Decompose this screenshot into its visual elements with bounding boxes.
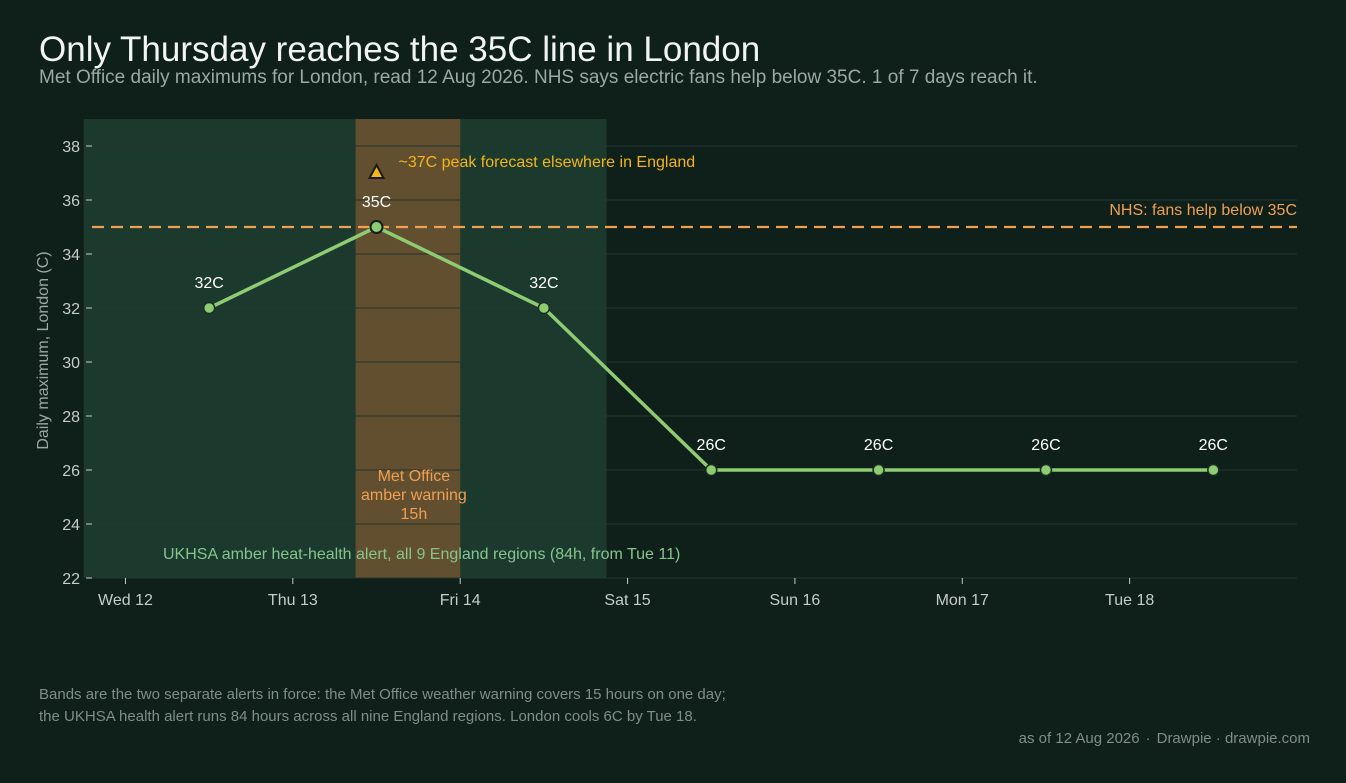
x-tick-label: Sun 16 — [770, 592, 821, 609]
y-tick-label: 22 — [62, 571, 80, 588]
y-tick-label: 32 — [62, 301, 80, 318]
data-point — [369, 220, 384, 234]
footer: as of 12 Aug 2026 · Drawpie · drawpie.com — [1019, 730, 1310, 747]
data-label: 26C — [1031, 437, 1060, 454]
met-office-warning-label: 15h — [401, 506, 428, 523]
data-label: 35C — [362, 194, 391, 211]
footer-separator: · — [1145, 730, 1151, 747]
y-tick-label: 24 — [62, 517, 80, 534]
ukhsa-alert-band — [83, 119, 607, 578]
x-tick-label: Mon 17 — [936, 592, 989, 609]
page-subtitle: Met Office daily maximums for London, re… — [39, 67, 1038, 88]
met-office-warning-label: Met Office — [378, 468, 451, 485]
data-label: 26C — [697, 437, 726, 454]
y-tick-label: 26 — [62, 463, 80, 480]
footnote-line-1: Bands are the two separate alerts in for… — [39, 686, 726, 703]
y-tick-label: 34 — [62, 247, 80, 264]
annotations: 32C 35C 32C 26C 26C 26C 26C ~37C peak forecast … — [163, 154, 1228, 563]
data-point — [1039, 463, 1053, 477]
peak-marker-icon — [367, 162, 386, 179]
ukhsa-alert-label: UKHSA amber heat-health alert, all 9 Eng… — [163, 546, 680, 563]
footer-asof: as of 12 Aug 2026 — [1018, 730, 1140, 747]
threshold-label: NHS: fans help below 35C — [1109, 202, 1297, 219]
axes: 22 24 26 28 30 32 34 36 38 Wed 12 Thu 13 Fri 14 Sat … — [35, 139, 1154, 609]
y-tick-label: 36 — [62, 193, 80, 210]
x-tick-label: Wed 12 — [98, 592, 153, 609]
data-point — [872, 463, 885, 477]
footnote-line-2: the UKHSA health alert runs 84 hours acr… — [39, 708, 697, 725]
x-tick-label: Thu 13 — [268, 592, 318, 609]
peak-marker-label: ~37C peak forecast elsewhere in England — [399, 154, 696, 171]
y-tick-label: 30 — [62, 355, 80, 372]
y-tick-label: 28 — [62, 409, 80, 426]
data-point — [704, 463, 718, 477]
data-point — [537, 301, 551, 315]
data-point — [202, 301, 216, 315]
x-tick-label: Tue 18 — [1105, 592, 1154, 609]
gridlines — [92, 145, 1297, 579]
page-title: Only Thursday reaches the 35C line in Lo… — [39, 30, 761, 69]
data-point — [1207, 463, 1220, 477]
footnote: Bands are the two separate alerts in for… — [39, 684, 726, 728]
data-label: 32C — [529, 275, 558, 292]
y-tick-label: 38 — [62, 139, 80, 156]
series — [202, 220, 1220, 477]
x-tick-label: Fri 14 — [440, 592, 481, 609]
data-label: 32C — [194, 275, 223, 292]
data-label: 26C — [864, 437, 893, 454]
y-axis-label: Daily maximum, London (C) — [35, 251, 52, 449]
threshold: NHS: fans help below 35C — [92, 202, 1297, 229]
met-office-warning-label: amber warning — [361, 487, 467, 504]
alert-bands — [83, 119, 607, 578]
met-office-warning-band — [355, 119, 461, 578]
data-label: 26C — [1199, 437, 1228, 454]
x-tick-label: Sat 15 — [604, 592, 650, 609]
footer-credit: Drawpie · drawpie.com — [1156, 730, 1310, 747]
